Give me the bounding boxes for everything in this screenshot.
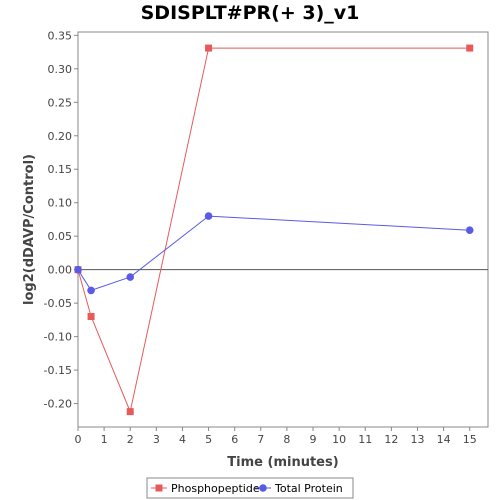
data-point-circle [465,226,474,234]
x-tick-label: 14 [437,433,451,446]
y-axis-title: log2(dDAVP/Control) [22,154,37,305]
legend-marker-square [155,484,163,492]
x-tick-label: 3 [153,433,160,446]
legend-label: Phosphopeptide [171,482,260,495]
x-tick-label: 5 [205,433,212,446]
x-tick-label: 6 [231,433,238,446]
data-point-circle [87,286,95,295]
x-tick-label: 9 [310,433,317,446]
x-tick-label: 11 [358,433,372,446]
x-tick-label: 7 [257,433,264,446]
plot-area [77,31,489,428]
y-tick-label: -0.05 [44,297,72,310]
x-tick-label: 8 [283,433,290,446]
legend-box [146,477,354,499]
y-tick-label: 0.00 [48,264,73,277]
y-tick-label: 0.15 [48,163,73,176]
axes: -0.20 -0.15 -0.10 -0.05 0.00 0.05 0.10 0.15 0.20… [44,29,477,446]
x-tick-label: 4 [179,433,186,446]
x-tick-label: 1 [101,433,108,446]
data-point-square [126,408,134,416]
x-tick-label: 2 [127,433,134,446]
y-tick-label: 0.20 [48,130,73,143]
y-tick-label: 0.30 [48,63,73,76]
y-tick-label: -0.20 [44,398,72,411]
data-point-circle [74,265,82,274]
x-tick-label: 10 [332,433,346,446]
y-tick-label: 0.35 [48,29,73,42]
data-point-circle [126,273,135,281]
x-tick-label: 15 [463,433,477,446]
data-point-square [205,44,213,52]
data-point-circle [204,212,213,220]
y-tick-label: 0.05 [48,230,73,243]
y-tick-label: -0.15 [44,364,72,377]
y-tick-label: 0.10 [48,197,73,210]
chart-title: SDISPLT#PR(+ 3)_v1 [140,2,360,24]
plot-frame [77,31,489,428]
x-tick-label: 12 [384,433,398,446]
x-axis-title: Time (minutes) [227,455,338,470]
series-layer [74,44,474,416]
data-point-square [87,313,95,321]
legend-marker-circle [259,484,267,492]
legend-label: Total Protein [274,482,343,495]
y-tick-label: 0.25 [48,96,73,109]
x-tick-label: 13 [410,433,424,446]
legend: Phosphopeptide Total Protein [146,477,354,499]
y-tick-label: -0.10 [44,331,72,344]
x-tick-label: 0 [75,433,82,446]
data-point-square [466,44,474,52]
